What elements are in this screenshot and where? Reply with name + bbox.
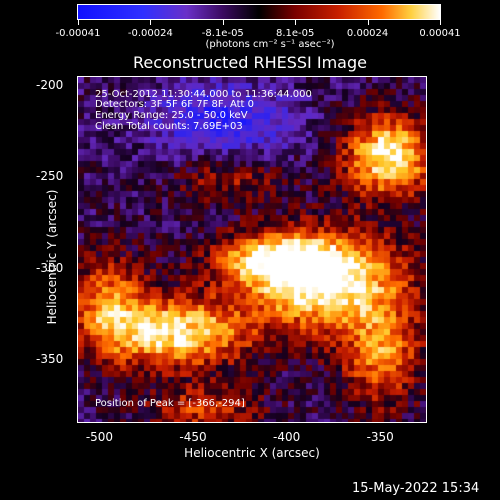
colorbar-tick	[150, 20, 152, 25]
x-tick-label: -500	[85, 430, 114, 444]
colorbar-tick	[295, 20, 297, 25]
heatmap-image	[78, 77, 426, 422]
x-axis-label: Heliocentric X (arcsec)	[184, 446, 320, 460]
y-tick-label: -250	[36, 169, 64, 184]
colorbar-tick	[440, 20, 441, 25]
y-tick-label: -300	[36, 260, 64, 275]
annotation-energy: Energy Range: 25.0 - 50.0 keV	[95, 110, 248, 121]
x-tick-label: -450	[179, 430, 207, 444]
colorbar	[77, 4, 441, 20]
y-tick-label: -350	[36, 352, 64, 367]
y-axis-label: Heliocentric Y (arcsec)	[45, 189, 59, 325]
colorbar-tick	[78, 20, 79, 25]
colorbar-tick-label: 0.00041	[419, 28, 461, 39]
colorbar-tick-label: 0.00024	[346, 28, 389, 39]
colorbar-tick	[222, 20, 224, 25]
colorbar-tick-label: 8.1e-05	[275, 28, 315, 39]
annotation-peak: Position of Peak = [-366,-294]	[95, 398, 245, 409]
colorbar-tick-label: -0.00041	[55, 28, 101, 39]
plot-title: Reconstructed RHESSI Image	[133, 53, 367, 72]
annotation-clean: Clean Total counts: 7.69E+03	[95, 121, 243, 132]
annotation-time-range: 25-Oct-2012 11:30:44.000 to 11:36:44.000	[95, 89, 312, 100]
x-tick-label: -400	[273, 430, 301, 444]
colorbar-tick-label: -8.1e-05	[201, 28, 244, 39]
colorbar-tick	[367, 20, 369, 25]
colorbar-tick-label: -0.00024	[127, 28, 173, 39]
heatmap-plot: 25-Oct-2012 11:30:44.000 to 11:36:44.000…	[77, 76, 427, 423]
y-tick-label: -200	[36, 78, 64, 93]
timestamp: 15-May-2022 15:34	[352, 481, 480, 496]
colorbar-units: (photons cm⁻² s⁻¹ asec⁻²)	[205, 39, 335, 50]
annotation-detectors: Detectors: 3F 5F 6F 7F 8F, Att 0	[95, 99, 255, 110]
x-tick-label: -350	[366, 430, 394, 444]
